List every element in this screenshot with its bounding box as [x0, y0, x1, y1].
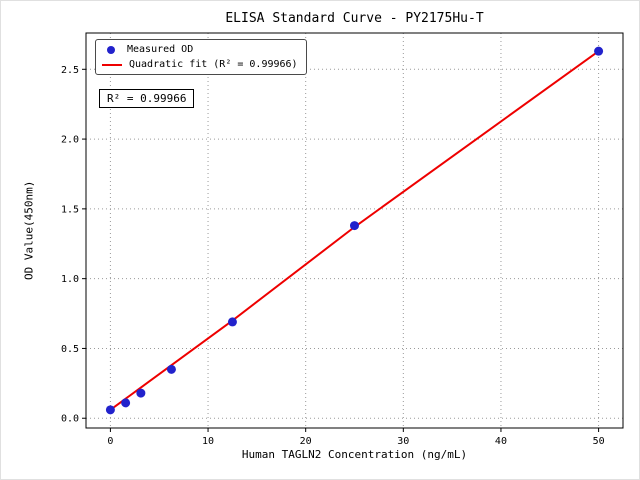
chart-title: ELISA Standard Curve - PY2175Hu-T — [225, 11, 484, 26]
legend-item-quadratic-fit: Quadratic fit (R² = 0.99966) — [102, 59, 298, 70]
data-point — [105, 405, 115, 415]
y-tick-label: 2.0 — [61, 135, 79, 146]
y-tick-label: 2.5 — [61, 65, 79, 76]
data-point — [350, 221, 359, 231]
y-tick-label: 0.5 — [61, 344, 79, 355]
x-axis-label: Human TAGLN2 Concentration (ng/mL) — [241, 448, 468, 461]
data-point — [227, 317, 237, 327]
y-tick-label: 1.5 — [61, 204, 79, 215]
data-point — [594, 46, 604, 56]
scatter-marker-icon — [107, 45, 115, 54]
legend: Measured OD Quadratic fit (R² = 0.99966) — [95, 39, 307, 75]
r-squared-annotation: R² = 0.99966 — [99, 89, 195, 108]
x-tick-label: 40 — [495, 436, 507, 447]
x-tick-label: 20 — [300, 436, 312, 447]
plot-frame — [85, 32, 624, 429]
line-marker-icon — [102, 63, 122, 66]
legend-label-quadratic-fit: Quadratic fit (R² = 0.99966) — [129, 59, 298, 70]
legend-label-measured-od: Measured OD — [127, 44, 194, 55]
y-tick-label: 1.0 — [61, 274, 79, 285]
x-tick-label: 10 — [202, 436, 214, 447]
x-tick-label: 30 — [397, 436, 409, 447]
data-point — [166, 364, 176, 374]
data-point — [136, 388, 146, 398]
x-tick-label: 0 — [107, 436, 113, 447]
y-tick-label: 0.0 — [61, 414, 79, 425]
x-tick-label: 50 — [593, 436, 605, 447]
legend-item-measured-od: Measured OD — [102, 44, 298, 55]
data-point — [121, 398, 131, 408]
